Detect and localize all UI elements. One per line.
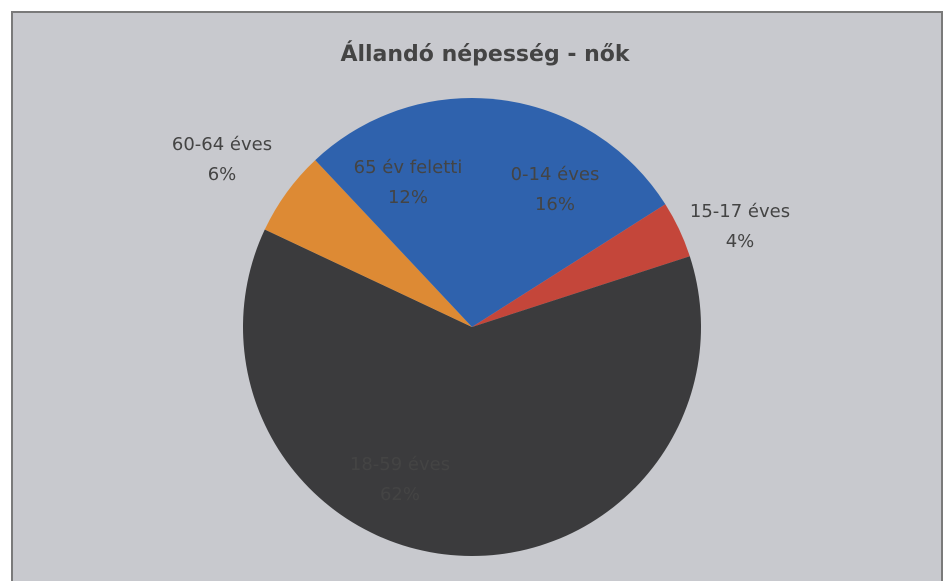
slice-value-label: 4% xyxy=(726,231,755,252)
slice-value-label: 12% xyxy=(388,187,428,208)
slice-value-label: 16% xyxy=(535,194,575,215)
slice-label: 0-14 éves xyxy=(511,164,600,185)
slice-label: 60-64 éves xyxy=(172,134,272,155)
pie-slice xyxy=(264,160,472,327)
slice-value-label: 6% xyxy=(208,164,237,185)
slice-label: 15-17 éves xyxy=(690,201,790,222)
slice-label: 65 év feletti xyxy=(354,157,463,178)
pie-slice xyxy=(242,229,702,557)
slice-label: 18-59 éves xyxy=(350,454,450,475)
pie-slice xyxy=(472,204,690,327)
pie-slice xyxy=(472,98,666,327)
slice-value-label: 62% xyxy=(380,484,420,505)
pie-slice xyxy=(315,98,472,327)
chart-title: Állandó népesség - nők xyxy=(340,41,630,67)
